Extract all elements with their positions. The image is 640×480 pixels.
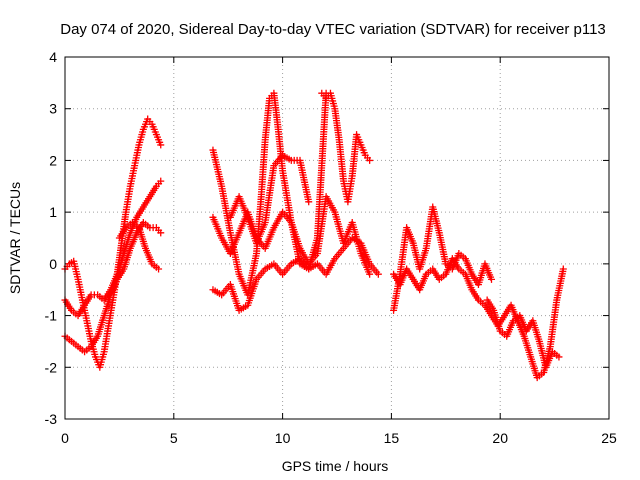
x-axis-label: GPS time / hours [282, 458, 389, 474]
data-point [157, 177, 165, 185]
y-tick-label: 4 [49, 49, 57, 65]
series-track-i [226, 151, 313, 247]
series-track-l [483, 296, 563, 371]
series-track-a [61, 115, 165, 371]
series-track-b [61, 177, 165, 320]
data-point [155, 265, 163, 273]
y-axis-label: SDTVAR / TECUs [7, 182, 23, 294]
data-point [157, 229, 165, 237]
series-track-d [115, 218, 163, 273]
y-tick-label: 1 [49, 204, 57, 220]
series-track-f [318, 89, 374, 206]
series-track-k [390, 255, 567, 382]
y-tick-label: -3 [45, 411, 58, 427]
x-tick-label: 20 [492, 430, 508, 446]
y-tick-label: 0 [49, 256, 57, 272]
data-point [305, 198, 313, 206]
x-tick-label: 15 [384, 430, 400, 446]
data-point [559, 265, 567, 273]
y-tick-label: -1 [45, 308, 58, 324]
data-point [366, 270, 374, 278]
data-point [374, 270, 382, 278]
x-tick-label: 10 [275, 430, 291, 446]
y-tick-label: 2 [49, 152, 57, 168]
y-tick-label: -2 [45, 359, 58, 375]
y-tick-label: 3 [49, 101, 57, 117]
data-point [487, 275, 495, 283]
chart-title: Day 074 of 2020, Sidereal Day-to-day VTE… [60, 21, 606, 38]
plot-frame [64, 56, 610, 420]
x-tick-label: 5 [170, 430, 178, 446]
x-tick-label: 0 [61, 430, 69, 446]
data-point [555, 353, 563, 361]
series-track-j [390, 203, 495, 314]
data-marks [61, 89, 567, 382]
data-point [366, 156, 374, 164]
series-track-c [61, 218, 165, 356]
data-point [157, 141, 165, 149]
x-tick-label: 25 [601, 430, 617, 446]
